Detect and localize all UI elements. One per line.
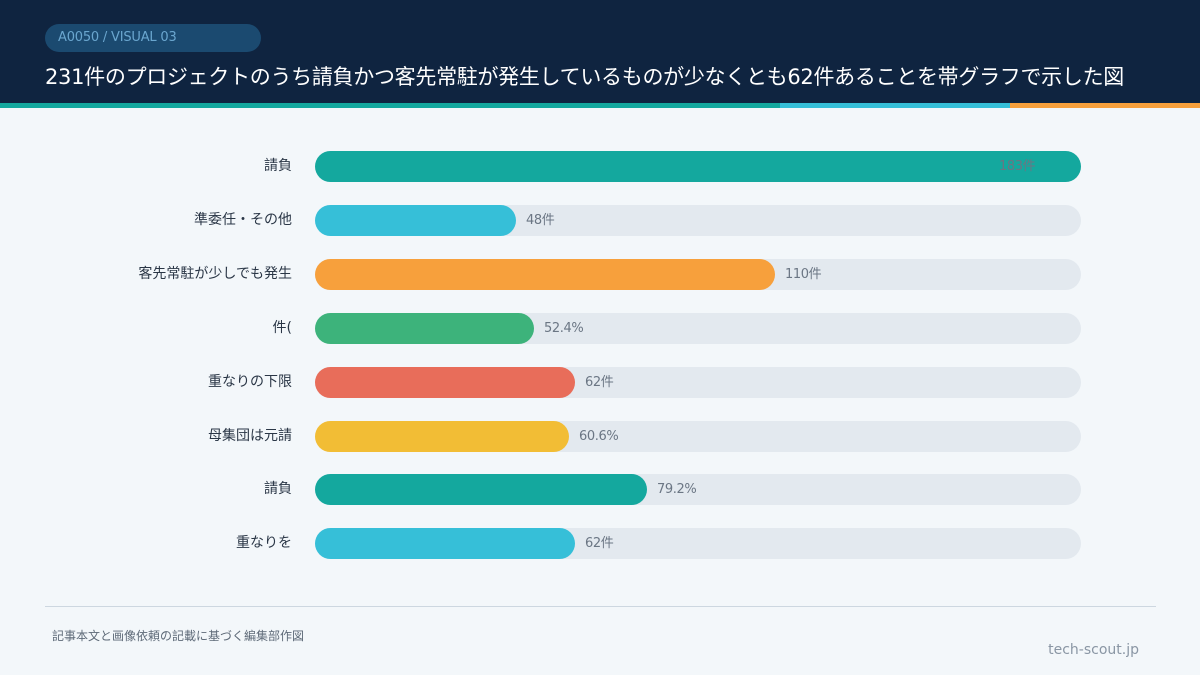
bar — [315, 312, 534, 344]
value-label: 52.4% — [544, 320, 584, 336]
value-label: 183件 — [999, 159, 1036, 174]
category-label: 請負 — [264, 481, 292, 498]
category-label: 客先常駐が少しでも発生 — [138, 265, 292, 282]
bar-track — [315, 151, 1081, 182]
bar-track — [315, 474, 1081, 506]
bar-row: 重なりを 62件 — [0, 528, 1200, 560]
value-label: 79.2% — [657, 482, 697, 498]
bar-track — [315, 204, 1081, 236]
bar-row: 重なりの下限 62件 — [0, 366, 1200, 398]
bar-track — [315, 312, 1081, 344]
category-label: 重なりの下限 — [208, 373, 292, 390]
bar-track — [315, 258, 1081, 290]
value-label: 62件 — [585, 536, 614, 552]
accent-stripe-teal — [0, 103, 780, 108]
header-banner: A0050 / VISUAL 03 231件のプロジェクトのうち請負かつ客先常駐… — [0, 0, 1200, 103]
bar-track — [315, 420, 1081, 452]
category-label: 母集団は元請 — [208, 427, 292, 444]
bar — [315, 258, 775, 290]
value-label: 60.6% — [579, 428, 619, 444]
bar — [315, 474, 647, 506]
category-label: 準委任・その他 — [194, 211, 292, 228]
bar-row: 件( 52.4% — [0, 312, 1200, 344]
value-label: 48件 — [526, 212, 555, 228]
bar-row: 客先常駐が少しでも発生 110件 — [0, 258, 1200, 290]
footer-divider — [45, 606, 1156, 607]
accent-stripe-cyan — [780, 103, 1010, 108]
bar — [315, 528, 575, 560]
bar-row: 準委任・その他 48件 — [0, 204, 1200, 236]
accent-stripe-orange — [1010, 103, 1200, 108]
bar-track — [315, 366, 1081, 398]
visual-id-badge: A0050 / VISUAL 03 — [45, 24, 261, 52]
value-label: 62件 — [585, 374, 614, 390]
bar-row: 請負 183件 — [0, 151, 1200, 182]
bar — [315, 366, 575, 398]
bar-row: 請負 79.2% — [0, 474, 1200, 506]
category-label: 件( — [272, 319, 292, 336]
bar — [315, 420, 569, 452]
site-name: tech-scout.jp — [1048, 642, 1139, 658]
category-label: 請負 — [264, 158, 292, 174]
source-note: 記事本文と画像依頼の記載に基づく編集部作図 — [52, 629, 305, 643]
bar — [315, 204, 516, 236]
value-label: 110件 — [785, 266, 822, 282]
bar-track — [315, 528, 1081, 560]
chart-title: 231件のプロジェクトのうち請負かつ客先常駐が発生しているものが少なくとも62件… — [45, 65, 1124, 89]
bar — [315, 151, 1081, 182]
bar-row: 母集団は元請 60.6% — [0, 420, 1200, 452]
category-label: 重なりを — [236, 535, 292, 552]
